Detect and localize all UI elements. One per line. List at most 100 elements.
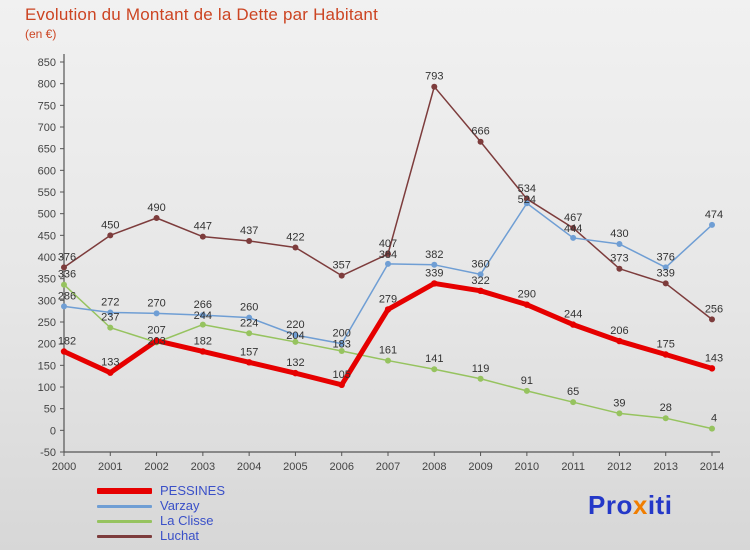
svg-text:382: 382 [425,249,443,261]
svg-text:447: 447 [194,221,212,233]
svg-text:384: 384 [379,249,397,261]
svg-text:183: 183 [333,339,351,351]
svg-text:224: 224 [240,317,258,329]
legend-swatch-pessines [97,488,152,494]
svg-text:534: 534 [518,183,536,195]
svg-text:467: 467 [564,212,582,224]
svg-text:250: 250 [38,317,56,329]
svg-text:237: 237 [101,312,119,324]
svg-text:141: 141 [425,353,443,365]
svg-text:286: 286 [58,290,76,302]
svg-text:272: 272 [101,296,119,308]
legend-swatch-luchat [97,534,152,538]
svg-text:266: 266 [194,299,212,311]
svg-text:490: 490 [147,202,165,214]
svg-text:2002: 2002 [144,461,168,473]
legend-item-varzay: Varzay [97,499,225,513]
chart-subtitle: (en €) [25,27,57,41]
svg-text:444: 444 [564,223,582,235]
svg-text:119: 119 [472,363,490,375]
svg-text:2014: 2014 [700,461,724,473]
svg-text:91: 91 [521,375,533,387]
svg-text:50: 50 [44,404,56,416]
svg-text:450: 450 [101,219,119,231]
svg-text:105: 105 [333,369,351,381]
svg-text:290: 290 [518,289,536,301]
svg-text:2012: 2012 [607,461,631,473]
svg-text:2013: 2013 [653,461,677,473]
svg-text:793: 793 [425,71,443,83]
svg-text:357: 357 [333,260,351,272]
svg-text:437: 437 [240,225,258,237]
legend-label-pessines: PESSINES [160,483,226,498]
legend-item-la-clisse: La Clisse [97,514,225,528]
legend-swatch-varzay [97,504,152,508]
svg-text:650: 650 [38,144,56,156]
svg-text:300: 300 [38,295,56,307]
svg-text:2005: 2005 [283,461,307,473]
svg-text:244: 244 [194,310,212,322]
chart-title: Evolution du Montant de la Dette par Hab… [25,5,378,24]
svg-text:260: 260 [240,302,258,314]
svg-text:500: 500 [38,209,56,221]
svg-text:376: 376 [657,251,675,263]
svg-text:256: 256 [705,303,723,315]
legend-label-varzay: Varzay [160,498,200,513]
svg-text:182: 182 [58,335,76,347]
svg-text:2011: 2011 [561,461,585,473]
svg-text:65: 65 [567,386,579,398]
logo-part-2: x [632,490,648,520]
svg-text:336: 336 [58,269,76,281]
legend-label-luchat: Luchat [160,528,200,543]
svg-text:2009: 2009 [468,461,492,473]
legend-swatch-la-clisse [97,519,152,523]
svg-text:28: 28 [660,402,672,414]
svg-text:800: 800 [38,79,56,91]
svg-text:474: 474 [705,209,723,221]
svg-text:407: 407 [379,238,397,250]
svg-text:-50: -50 [40,447,56,459]
svg-text:200: 200 [38,339,56,351]
svg-text:207: 207 [147,325,165,337]
svg-text:373: 373 [610,253,628,265]
svg-text:200: 200 [333,328,351,340]
svg-text:270: 270 [147,297,165,309]
svg-text:524: 524 [518,194,536,206]
svg-text:339: 339 [425,267,443,279]
svg-text:2006: 2006 [329,461,353,473]
svg-text:220: 220 [286,319,304,331]
svg-text:175: 175 [657,339,675,351]
logo-part-3: iti [647,490,673,520]
svg-text:700: 700 [38,122,56,134]
svg-text:132: 132 [286,357,304,369]
svg-text:600: 600 [38,165,56,177]
svg-text:339: 339 [657,267,675,279]
svg-text:100: 100 [38,382,56,394]
svg-text:4: 4 [711,413,717,425]
svg-text:206: 206 [610,325,628,337]
svg-text:666: 666 [471,126,489,138]
svg-text:2008: 2008 [422,461,446,473]
svg-text:850: 850 [38,57,56,69]
legend-label-la-clisse: La Clisse [160,513,214,528]
legend: PESSINES Varzay La Clisse Luchat [97,484,225,544]
svg-text:450: 450 [38,230,56,242]
proxiti-logo: Proxiti [588,490,672,521]
svg-text:376: 376 [58,251,76,263]
svg-text:360: 360 [471,258,489,270]
svg-text:182: 182 [194,335,212,347]
svg-text:143: 143 [705,352,723,364]
svg-text:203: 203 [147,336,165,348]
svg-text:150: 150 [38,360,56,372]
legend-item-luchat: Luchat [97,529,225,543]
svg-text:2007: 2007 [376,461,400,473]
svg-text:350: 350 [38,274,56,286]
svg-text:2001: 2001 [98,461,122,473]
svg-text:2004: 2004 [237,461,261,473]
svg-text:2010: 2010 [515,461,539,473]
legend-item-pessines: PESSINES [97,484,225,498]
svg-text:133: 133 [101,357,119,369]
svg-text:430: 430 [610,228,628,240]
